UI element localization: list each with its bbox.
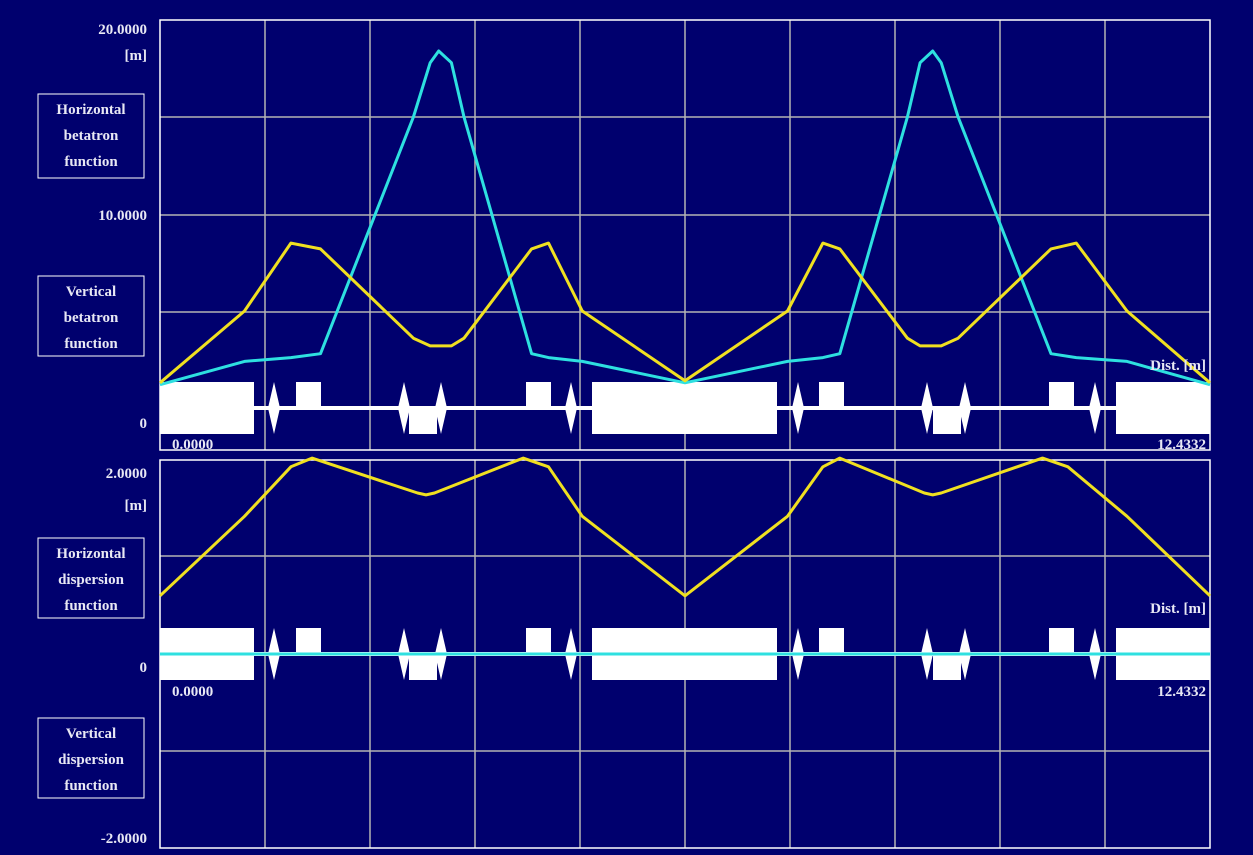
legend-line: Vertical bbox=[66, 726, 116, 742]
top-grid bbox=[160, 20, 1210, 450]
quadrupole-defocusing-element bbox=[933, 654, 961, 680]
legend-line: betatron bbox=[64, 128, 119, 144]
bottom-s-start-label: 0.0000 bbox=[172, 684, 213, 700]
legend-line: betatron bbox=[64, 310, 119, 326]
legend-horizontal-dispersion: Horizontal dispersion function bbox=[37, 537, 145, 619]
bottom-s-end-label: 12.4332 bbox=[1157, 684, 1206, 700]
bottom-ymax-label: 2.0000 bbox=[106, 466, 147, 482]
legend-box bbox=[37, 537, 145, 619]
sextupole-element bbox=[959, 382, 971, 434]
sextupole-element bbox=[398, 382, 410, 434]
dipole-element bbox=[1116, 382, 1210, 434]
top-panel: 20.0000 [m] 10.0000 0 Dist. [m] 0.0000 1… bbox=[37, 19, 1211, 453]
legend-line: Horizontal bbox=[56, 546, 125, 562]
legend-horizontal-betatron: Horizontal betatron function bbox=[37, 93, 145, 179]
quadrupole-focusing-element bbox=[296, 382, 321, 408]
quadrupole-focusing-element bbox=[819, 628, 844, 654]
bottom-series bbox=[158, 456, 1212, 656]
top-dist-label: Dist. [m] bbox=[1150, 358, 1206, 374]
quadrupole-defocusing-element bbox=[409, 654, 437, 680]
top-ymid-label: 10.0000 bbox=[98, 208, 147, 224]
quadrupole-focusing-element bbox=[296, 628, 321, 654]
quadrupole-defocusing-element bbox=[933, 408, 961, 434]
legend-box bbox=[37, 717, 145, 799]
bottom-ymin-label: -2.0000 bbox=[101, 831, 147, 847]
quadrupole-focusing-element bbox=[1049, 628, 1074, 654]
legend-line: function bbox=[64, 154, 118, 170]
quadrupole-focusing-element bbox=[819, 382, 844, 408]
bottom-panel: 2.0000 [m] 0 -2.0000 Dist. [m] 0.0000 12… bbox=[37, 456, 1212, 849]
sextupole-element bbox=[792, 382, 804, 434]
legend-vertical-dispersion: Vertical dispersion function bbox=[37, 717, 145, 799]
top-ymax-label: 20.0000 bbox=[98, 22, 147, 38]
legend-box bbox=[37, 93, 145, 179]
legend-box bbox=[37, 275, 145, 357]
legend-line: function bbox=[64, 778, 118, 794]
top-unit-label: [m] bbox=[125, 48, 148, 64]
dipole-element bbox=[160, 382, 254, 434]
legend-line: function bbox=[64, 336, 118, 352]
top-s-start-label: 0.0000 bbox=[172, 437, 213, 453]
legend-vertical-betatron: Vertical betatron function bbox=[37, 275, 145, 357]
sextupole-element bbox=[921, 382, 933, 434]
sextupole-element bbox=[565, 382, 577, 434]
dipole-element bbox=[592, 382, 777, 434]
bottom-unit-label: [m] bbox=[125, 498, 148, 514]
quadrupole-focusing-element bbox=[526, 628, 551, 654]
legend-line: Horizontal bbox=[56, 102, 125, 118]
sextupole-element bbox=[1089, 382, 1101, 434]
quadrupole-defocusing-element bbox=[409, 408, 437, 434]
quadrupole-focusing-element bbox=[1049, 382, 1074, 408]
bottom-zero-label: 0 bbox=[140, 660, 148, 676]
top-s-end-label: 12.4332 bbox=[1157, 437, 1206, 453]
sextupole-element bbox=[268, 382, 280, 434]
bottom-series-line-0 bbox=[158, 456, 1212, 598]
quadrupole-focusing-element bbox=[526, 382, 551, 408]
sextupole-element bbox=[435, 382, 447, 434]
legend-line: Vertical bbox=[66, 284, 116, 300]
top-lattice-elements bbox=[160, 382, 1210, 434]
bottom-dist-label: Dist. [m] bbox=[1150, 601, 1206, 617]
top-series-line-0 bbox=[159, 49, 1211, 387]
top-series bbox=[159, 49, 1211, 387]
legend-line: function bbox=[64, 598, 118, 614]
top-zero-label: 0 bbox=[140, 416, 148, 432]
legend-line: dispersion bbox=[58, 752, 125, 768]
legend-line: dispersion bbox=[58, 572, 125, 588]
top-series-line-1 bbox=[159, 241, 1211, 384]
top-plot-frame bbox=[159, 19, 1211, 451]
